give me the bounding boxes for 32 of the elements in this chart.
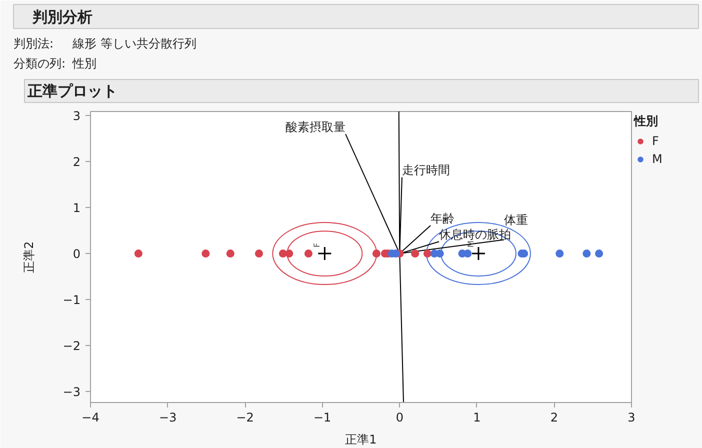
legend-label: F <box>652 134 660 148</box>
text: 判別法: <box>14 36 54 50</box>
x-tick-label: 3 <box>628 410 636 424</box>
y-tick-label: −1 <box>62 293 81 308</box>
y-tick-label: 1 <box>72 201 81 216</box>
series-label: 走行時間 <box>402 163 450 178</box>
chart-title: 判別分析 <box>32 8 92 26</box>
text: 分類の列: <box>14 56 66 70</box>
x-tick-label: 1 <box>473 410 481 424</box>
series-label: 酸素摂取量 <box>286 120 346 134</box>
series-label: 体重 <box>504 212 528 227</box>
x-axis-title: 正準1 <box>345 432 377 446</box>
annotation: M <box>466 240 476 248</box>
x-tick-label: −1 <box>314 410 332 424</box>
legend-title: 性別 <box>634 113 659 130</box>
x-tick-label: 0 <box>396 410 404 424</box>
x-tick-label: −3 <box>158 410 177 424</box>
x-tick-label: 2 <box>550 410 558 424</box>
y-tick-label: 3 <box>72 109 81 124</box>
text: 線形 等しい共分散行列 <box>72 36 196 50</box>
legend-label: M <box>652 152 664 166</box>
series-label: 年齢 <box>430 212 455 226</box>
y-tick-label: −3 <box>62 384 81 399</box>
y-tick-label: −2 <box>62 338 81 353</box>
x-tick-label: −2 <box>236 410 254 424</box>
chart-subtitle: 正準プロット <box>26 82 118 100</box>
y-tick-label: 0 <box>72 247 81 262</box>
text: 性別 <box>72 56 96 70</box>
y-tick-label: 2 <box>72 155 81 170</box>
x-tick-label: −4 <box>82 410 100 424</box>
y-axis-title: 正準2 <box>22 241 36 273</box>
annotation: F <box>312 242 322 248</box>
